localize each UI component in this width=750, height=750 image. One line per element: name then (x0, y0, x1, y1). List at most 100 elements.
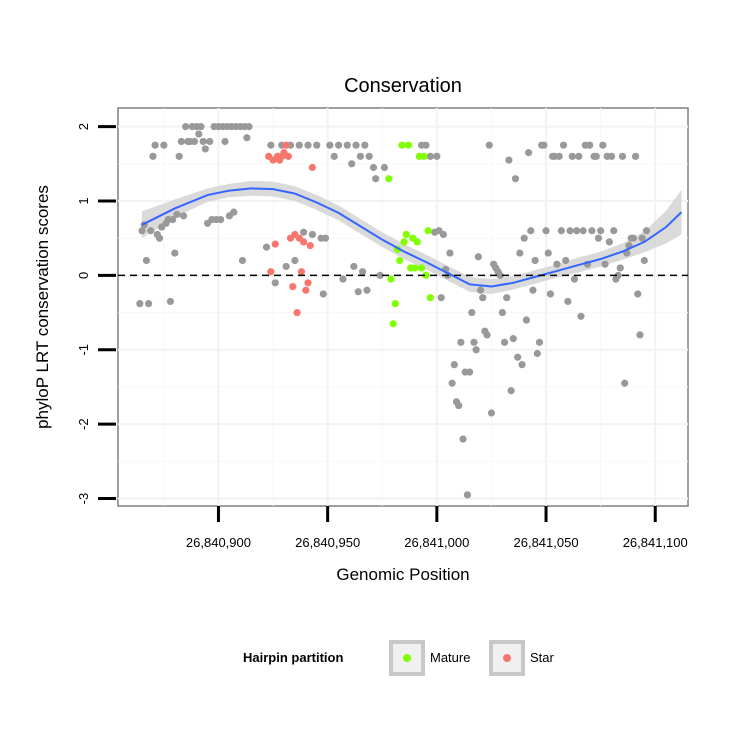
point-mature (387, 275, 395, 283)
point-other (531, 256, 539, 265)
point-other (597, 227, 605, 235)
x-tick-label: 26,840,900 (186, 535, 251, 550)
point-other (221, 137, 229, 146)
point-star (306, 242, 314, 250)
point-other (463, 491, 472, 499)
point-other (605, 238, 613, 246)
point-other (579, 227, 587, 235)
y-axis: -3 -2 -1 0 1 2 (76, 123, 116, 504)
legend-label-star: Star (530, 650, 555, 665)
point-other (455, 401, 463, 410)
point-other (151, 141, 159, 149)
point-other (642, 227, 651, 235)
point-other (555, 152, 563, 160)
x-axis-label: Genomic Position (336, 565, 469, 584)
point-other (175, 152, 183, 160)
point-other (326, 141, 334, 149)
point-other (350, 262, 358, 271)
point-other (147, 227, 155, 235)
point-star (267, 268, 275, 276)
point-other (618, 152, 627, 160)
point-mature (417, 264, 426, 272)
point-other (568, 152, 576, 160)
point-star (289, 282, 297, 291)
x-tick-label: 26,841,100 (623, 535, 688, 550)
point-other (631, 152, 640, 160)
point-other (376, 271, 384, 279)
point-mature (398, 141, 406, 149)
point-star (300, 238, 308, 246)
point-star (271, 240, 279, 248)
point-mature (391, 300, 399, 308)
point-other (559, 141, 568, 149)
point-other (437, 294, 445, 302)
point-other (155, 234, 164, 242)
legend-label-mature: Mature (430, 650, 470, 665)
point-other (319, 290, 327, 298)
point-other (588, 227, 596, 235)
point-other (339, 275, 347, 283)
point-mature (400, 238, 408, 246)
point-other (190, 137, 199, 146)
point-other (348, 160, 356, 168)
point-other (474, 253, 482, 261)
point-mature (413, 238, 421, 246)
point-other (166, 297, 175, 306)
point-other (199, 137, 207, 146)
point-other (448, 379, 456, 387)
point-other (586, 141, 594, 149)
point-other (577, 312, 585, 320)
point-other (500, 338, 509, 346)
point-mature (396, 256, 404, 265)
point-other (446, 249, 454, 257)
point-other (616, 264, 624, 272)
point-other (171, 249, 179, 257)
point-other (507, 387, 515, 395)
point-other (138, 227, 146, 235)
point-other (640, 256, 648, 265)
point-other (553, 260, 561, 268)
point-other (197, 122, 205, 131)
point-star (308, 163, 316, 172)
point-other (173, 210, 181, 218)
point-other (516, 249, 524, 257)
point-mature (404, 141, 413, 149)
point-other (459, 435, 467, 443)
point-other (291, 256, 299, 265)
point-other (570, 275, 579, 283)
point-other (282, 262, 290, 271)
point-other (607, 152, 616, 160)
point-other (354, 288, 362, 296)
point-other (533, 349, 541, 358)
point-other (179, 212, 188, 220)
point-other (422, 141, 430, 149)
y-axis-label: phyloP LRT conservation scores (33, 185, 52, 429)
legend: Hairpin partition Mature Star (243, 640, 555, 676)
point-other (177, 137, 185, 146)
point-other (535, 338, 544, 346)
point-other (498, 308, 506, 317)
point-other (483, 331, 491, 339)
point-other (546, 290, 555, 298)
point-other (594, 234, 603, 242)
point-other (485, 141, 493, 149)
point-other (457, 338, 465, 346)
point-star (297, 268, 306, 276)
point-other (522, 316, 530, 324)
point-star (304, 279, 312, 287)
point-other (369, 163, 378, 172)
point-mature (422, 271, 430, 279)
point-other (271, 279, 279, 287)
point-other (304, 141, 312, 149)
point-other (330, 152, 338, 160)
point-other (636, 331, 644, 339)
point-other (573, 227, 581, 235)
chart-title: Conservation (344, 75, 462, 97)
point-other (614, 271, 622, 279)
point-other (566, 227, 574, 235)
point-other (487, 409, 496, 417)
point-other (380, 163, 389, 172)
point-other (562, 256, 570, 265)
point-other (372, 175, 380, 183)
